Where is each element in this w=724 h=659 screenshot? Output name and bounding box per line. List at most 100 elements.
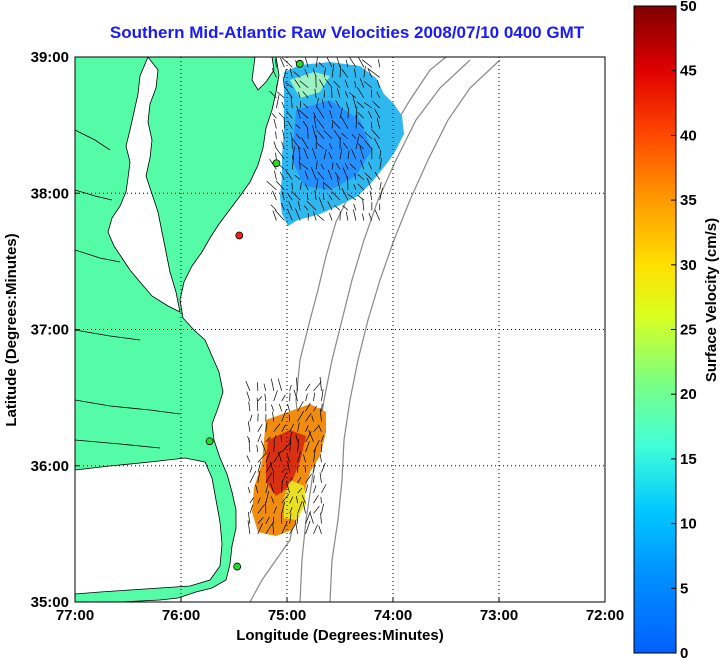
velocity-vector xyxy=(318,197,325,211)
velocity-vector xyxy=(289,68,293,78)
colorbar-tick-label: 45 xyxy=(680,63,697,80)
velocity-vector xyxy=(357,174,365,180)
velocity-vector xyxy=(361,59,373,68)
y-tick-label: 36:00 xyxy=(31,458,69,475)
colorbar-tick-label: 35 xyxy=(680,192,697,209)
velocity-vector xyxy=(291,146,295,160)
velocity-vector xyxy=(281,408,287,422)
velocity-vector xyxy=(287,120,293,129)
velocity-vector xyxy=(249,504,254,514)
velocity-vector xyxy=(373,137,381,150)
velocity-vector xyxy=(297,465,299,473)
velocity-vector xyxy=(354,81,357,88)
velocity-vector xyxy=(286,454,290,463)
velocity-vector xyxy=(248,401,251,412)
velocity-vector xyxy=(368,212,373,221)
velocity-vector xyxy=(313,448,316,463)
velocity-vector xyxy=(246,455,251,463)
velocity-vector xyxy=(358,133,365,140)
velocity-vector xyxy=(303,148,309,160)
velocity-vectors xyxy=(245,57,383,535)
velocity-vector xyxy=(313,211,317,221)
velocity-vector xyxy=(313,506,320,514)
velocity-vector xyxy=(297,422,300,432)
velocity-vector xyxy=(313,463,316,473)
velocity-vector xyxy=(289,438,292,453)
colorbar-tick-label: 40 xyxy=(680,127,697,144)
velocity-vector xyxy=(271,67,277,78)
velocity-vector xyxy=(379,149,382,160)
velocity-vector xyxy=(285,480,290,494)
velocity-vector xyxy=(293,71,301,78)
velocity-vector xyxy=(280,435,283,442)
velocity-vector xyxy=(273,435,277,443)
velocity-vector xyxy=(336,57,341,68)
velocity-vector xyxy=(357,57,365,68)
velocity-vector xyxy=(354,68,357,78)
velocity-vector xyxy=(331,119,341,129)
velocity-vector xyxy=(357,183,365,191)
velocity-vector xyxy=(312,68,317,78)
velocity-vector xyxy=(295,377,298,391)
velocity-vector xyxy=(328,194,333,201)
chesapeake-bay xyxy=(107,57,181,313)
velocity-vector xyxy=(289,384,292,391)
velocity-vector xyxy=(328,212,333,221)
velocity-vector xyxy=(320,163,325,170)
velocity-vector xyxy=(355,106,358,119)
velocity-vector xyxy=(305,403,311,412)
velocity-vector xyxy=(281,467,287,473)
velocity-vector xyxy=(345,163,349,170)
velocity-vector xyxy=(272,523,275,534)
velocity-vector xyxy=(344,90,349,99)
velocity-vector xyxy=(349,163,357,170)
colorbar-tick-label: 0 xyxy=(680,645,688,659)
velocity-vector xyxy=(312,125,317,139)
velocity-vector xyxy=(297,487,303,494)
velocity-vector xyxy=(302,91,309,99)
velocity-vector xyxy=(265,516,270,524)
velocity-vector xyxy=(264,393,267,402)
velocity-vector xyxy=(295,124,301,129)
velocity-vector xyxy=(313,524,318,535)
velocity-vector xyxy=(331,63,335,78)
velocity-vector xyxy=(257,396,263,402)
velocity-vector xyxy=(278,112,285,119)
velocity-vector xyxy=(276,148,285,160)
velocity-vector xyxy=(276,94,280,109)
velocity-vector xyxy=(313,485,317,494)
y-tick-label: 39:00 xyxy=(31,49,69,66)
pamlico-sound xyxy=(75,457,223,595)
velocity-vector xyxy=(245,380,251,391)
velocity-vector xyxy=(289,523,297,535)
velocity-vector xyxy=(369,190,373,201)
velocity-vector xyxy=(301,495,306,504)
velocity-vector xyxy=(277,451,283,463)
velocity-vector xyxy=(265,452,271,463)
velocity-vector xyxy=(265,484,269,494)
velocity-vector xyxy=(305,520,311,534)
velocity-vector xyxy=(363,81,373,88)
velocity-vector xyxy=(315,178,319,190)
velocity-vector xyxy=(328,143,333,150)
velocity-vector xyxy=(374,209,381,221)
colorbar xyxy=(633,5,677,654)
velocity-vector xyxy=(255,484,259,494)
velocity-vector xyxy=(271,378,275,391)
velocity-vector xyxy=(271,113,277,119)
velocity-vector xyxy=(299,100,302,109)
velocity-vector xyxy=(317,214,325,221)
velocity-vector xyxy=(257,460,262,473)
velocity-vector xyxy=(265,436,271,443)
velocity-vector xyxy=(315,160,318,170)
velocity-vector xyxy=(376,91,381,99)
velocity-vector xyxy=(257,470,261,483)
velocity-vector xyxy=(285,82,293,88)
velocity-vector xyxy=(288,414,290,422)
velocity-vector xyxy=(308,430,314,443)
bathymetry-contour-2 xyxy=(299,59,471,602)
velocity-vector xyxy=(364,131,373,140)
velocity-vector xyxy=(361,213,365,221)
velocity-vector xyxy=(275,152,277,160)
velocity-vector xyxy=(370,89,373,98)
